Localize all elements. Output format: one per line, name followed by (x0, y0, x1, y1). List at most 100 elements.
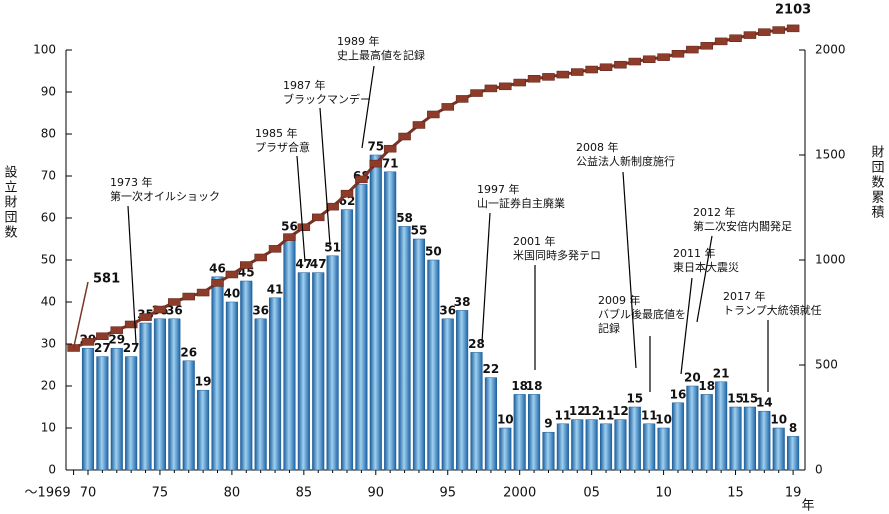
y-tick-label: 60 (41, 211, 56, 225)
annotation-text: 1973 年 (110, 175, 153, 189)
bar (758, 410, 771, 471)
cumulative-marker (585, 65, 598, 74)
cumulative-marker (729, 34, 742, 42)
bar (585, 419, 598, 471)
y2-tick-label: 500 (815, 358, 838, 372)
annotation-text: 2012 年 (693, 205, 736, 219)
bar (643, 423, 656, 471)
bar-value-label: 27 (123, 341, 140, 355)
annotation-text: 公益法人新制度施行 (576, 154, 675, 168)
cumulative-marker (139, 313, 152, 321)
bar-value-label: 20 (684, 371, 701, 385)
y2-tick-label: 1500 (815, 148, 846, 162)
annotation-arrow (696, 235, 713, 323)
bar (168, 318, 181, 471)
x-tick-label: 2000 (503, 486, 536, 501)
annotation-text: 山一証券自主廃業 (477, 196, 565, 210)
bar (225, 301, 238, 471)
cumulative-marker (225, 270, 239, 279)
cumulative-marker (110, 326, 124, 334)
cumulative-marker (614, 60, 627, 69)
bar (787, 436, 800, 471)
y-tick-label: 100 (33, 43, 56, 57)
cumulative-marker (628, 57, 642, 66)
cumulative-marker (182, 292, 195, 301)
x-tick-label: 70 (80, 486, 97, 501)
bar-value-label: 16 (670, 387, 687, 401)
bar (743, 406, 756, 471)
annotation-arrow (481, 212, 491, 343)
bar-value-label: 29 (108, 333, 125, 347)
cumulative-marker (211, 279, 224, 287)
y-tick-label: 20 (41, 379, 56, 393)
bar (110, 347, 123, 471)
y-tick-label: 70 (41, 169, 56, 183)
cumulative-marker (484, 84, 498, 93)
annotation-text: 2017 年 (723, 289, 766, 303)
x-tick-label: 05 (583, 486, 600, 501)
y-axis-title: 設立財団数 (2, 164, 18, 240)
bar-value-label: 46 (209, 261, 226, 275)
bar-value-label: 18 (698, 379, 715, 393)
bar-value-label: 12 (612, 404, 629, 418)
cumulative-marker (700, 42, 714, 50)
cumulative-marker (499, 82, 512, 91)
bar-value-label: 9 (544, 417, 552, 431)
annotation-arrow (622, 171, 637, 369)
bar-value-label: 10 (655, 413, 672, 427)
cumulative-marker (427, 110, 440, 119)
annotation-arrow (361, 65, 375, 149)
bar-value-label: 18 (511, 379, 528, 393)
annotation-text: 米国同時多発テロ (513, 248, 601, 262)
cumulative-marker (153, 305, 167, 314)
annotation-text: 2011 年 (673, 246, 716, 260)
cumulative-marker (686, 45, 699, 54)
cumulative-marker (283, 233, 296, 241)
bar-value-label: 22 (483, 362, 500, 376)
bar (125, 356, 138, 471)
bar-value-label: 36 (252, 303, 269, 317)
cumulative-marker (254, 253, 267, 262)
cumulative-marker (671, 50, 685, 58)
bar-value-label: 36 (439, 303, 456, 317)
bar-value-label: 12 (569, 404, 586, 418)
annotation-text: 2008 年 (576, 140, 619, 154)
cumulative-marker (786, 24, 800, 33)
bar-value-label: 27 (94, 341, 111, 355)
x-tick-label: 75 (152, 486, 169, 501)
bar (283, 234, 296, 471)
bar (729, 406, 742, 471)
bar (499, 427, 512, 471)
bar (96, 356, 109, 471)
cumulative-marker (240, 261, 253, 269)
annotation-text: 第二次安倍内閣発足 (693, 219, 792, 233)
bar-value-label: 15 (742, 392, 759, 406)
x-tick-label: 19 (785, 486, 802, 501)
bar-value-label: 75 (367, 140, 384, 154)
annotation-text: 1987 年 (283, 78, 326, 92)
x-tick-label: 85 (296, 486, 313, 501)
bar (355, 184, 368, 471)
bar-value-label: 51 (324, 240, 341, 254)
bar (542, 431, 555, 471)
bar (628, 406, 641, 471)
cumulative-marker (81, 338, 95, 346)
annotation-text: 1997 年 (477, 182, 520, 196)
bar (686, 385, 699, 471)
bar (340, 209, 354, 471)
cumulative-marker (455, 95, 469, 103)
cumulative-marker (369, 159, 383, 168)
bar-value-label: 19 (195, 375, 212, 389)
bar (427, 259, 440, 471)
y-tick-label: 0 (48, 463, 56, 477)
annotation-text: トランプ大統領就任 (723, 303, 822, 317)
bar-value-label: 56 (281, 219, 298, 233)
bar-value-label: 41 (267, 282, 284, 296)
bar (571, 419, 584, 471)
cumulative-marker (599, 63, 613, 71)
y-tick-label: 80 (41, 127, 56, 141)
bar-value-label: 55 (411, 224, 428, 238)
y-tick-label: 50 (41, 253, 56, 267)
annotation-arrow (680, 277, 693, 375)
